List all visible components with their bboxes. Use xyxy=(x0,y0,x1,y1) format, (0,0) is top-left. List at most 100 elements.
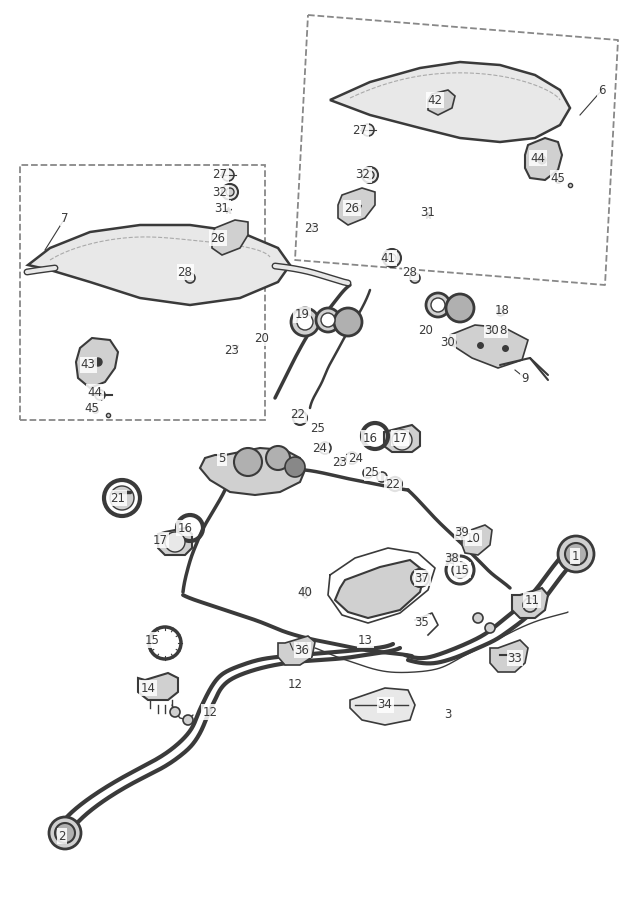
Polygon shape xyxy=(525,138,562,180)
Text: 37: 37 xyxy=(415,572,429,584)
Circle shape xyxy=(383,249,401,267)
Circle shape xyxy=(319,442,331,454)
Text: 8: 8 xyxy=(499,323,507,337)
Text: 36: 36 xyxy=(294,644,310,656)
Circle shape xyxy=(457,527,467,537)
Circle shape xyxy=(565,543,587,565)
Text: 22: 22 xyxy=(385,478,401,491)
Text: 25: 25 xyxy=(310,421,326,435)
Circle shape xyxy=(170,707,180,717)
Polygon shape xyxy=(278,636,315,665)
Circle shape xyxy=(388,254,396,262)
Text: 25: 25 xyxy=(364,466,380,480)
Text: 11: 11 xyxy=(525,593,539,607)
Text: 33: 33 xyxy=(508,652,522,664)
Text: 24: 24 xyxy=(349,452,364,464)
Text: 15: 15 xyxy=(455,563,469,577)
Circle shape xyxy=(55,823,75,843)
Text: 32: 32 xyxy=(212,186,228,200)
Polygon shape xyxy=(330,62,570,142)
Text: 26: 26 xyxy=(345,202,359,214)
Polygon shape xyxy=(200,448,305,495)
Circle shape xyxy=(362,167,378,183)
Circle shape xyxy=(392,430,412,450)
Text: 27: 27 xyxy=(212,168,228,182)
Polygon shape xyxy=(158,528,192,555)
Text: 20: 20 xyxy=(418,323,434,337)
Circle shape xyxy=(426,293,450,317)
Polygon shape xyxy=(428,90,455,115)
Polygon shape xyxy=(212,220,248,255)
Text: 16: 16 xyxy=(363,431,378,445)
Text: 28: 28 xyxy=(177,266,193,278)
Text: 32: 32 xyxy=(356,168,370,182)
Text: 42: 42 xyxy=(427,94,443,106)
Text: 30: 30 xyxy=(485,323,499,337)
Text: 23: 23 xyxy=(225,344,239,356)
Text: 10: 10 xyxy=(466,532,480,544)
Text: 14: 14 xyxy=(141,681,155,695)
Circle shape xyxy=(411,569,429,587)
Text: 34: 34 xyxy=(378,698,392,712)
Text: 22: 22 xyxy=(291,409,305,421)
Polygon shape xyxy=(450,325,528,368)
Circle shape xyxy=(362,124,374,136)
Circle shape xyxy=(94,358,102,366)
Text: 17: 17 xyxy=(153,534,167,546)
Circle shape xyxy=(316,308,340,332)
Text: 1: 1 xyxy=(571,550,579,562)
Text: 40: 40 xyxy=(298,586,312,598)
Text: 21: 21 xyxy=(111,491,125,505)
Text: 43: 43 xyxy=(81,358,95,372)
Polygon shape xyxy=(76,338,118,388)
Circle shape xyxy=(416,574,424,582)
Text: 6: 6 xyxy=(598,84,605,96)
Text: 9: 9 xyxy=(522,372,529,384)
Circle shape xyxy=(49,817,81,849)
Circle shape xyxy=(185,273,195,283)
Circle shape xyxy=(346,452,358,464)
Circle shape xyxy=(110,486,134,510)
Polygon shape xyxy=(490,640,528,672)
Text: 31: 31 xyxy=(214,202,230,214)
Circle shape xyxy=(334,308,362,336)
Circle shape xyxy=(363,468,373,478)
Circle shape xyxy=(95,390,105,400)
Circle shape xyxy=(285,457,305,477)
Text: 13: 13 xyxy=(357,634,373,646)
Circle shape xyxy=(431,298,445,312)
Circle shape xyxy=(165,532,185,552)
Circle shape xyxy=(321,313,335,327)
Text: 31: 31 xyxy=(420,206,436,220)
Polygon shape xyxy=(28,225,290,305)
Circle shape xyxy=(452,562,468,578)
Circle shape xyxy=(293,411,307,425)
Text: 39: 39 xyxy=(455,526,469,538)
Text: 45: 45 xyxy=(551,172,565,184)
Text: 12: 12 xyxy=(202,706,218,718)
Text: 23: 23 xyxy=(305,221,319,235)
Text: 35: 35 xyxy=(415,616,429,628)
Text: 23: 23 xyxy=(333,456,347,470)
Text: 17: 17 xyxy=(392,431,408,445)
Circle shape xyxy=(558,536,594,572)
Text: 15: 15 xyxy=(144,634,160,646)
Text: 44: 44 xyxy=(530,151,546,165)
Text: 20: 20 xyxy=(254,331,270,345)
Text: 44: 44 xyxy=(88,385,102,399)
Text: 38: 38 xyxy=(445,552,459,564)
Circle shape xyxy=(377,472,387,482)
Text: 7: 7 xyxy=(61,212,69,224)
Text: 30: 30 xyxy=(441,336,455,348)
Polygon shape xyxy=(350,688,415,725)
Circle shape xyxy=(226,188,234,196)
Polygon shape xyxy=(462,525,492,555)
Polygon shape xyxy=(512,588,548,618)
Text: 12: 12 xyxy=(287,679,303,691)
Text: 19: 19 xyxy=(294,309,310,321)
Circle shape xyxy=(266,446,290,470)
Circle shape xyxy=(222,184,238,200)
Polygon shape xyxy=(338,188,375,225)
Circle shape xyxy=(388,477,402,491)
Text: 18: 18 xyxy=(495,303,509,317)
